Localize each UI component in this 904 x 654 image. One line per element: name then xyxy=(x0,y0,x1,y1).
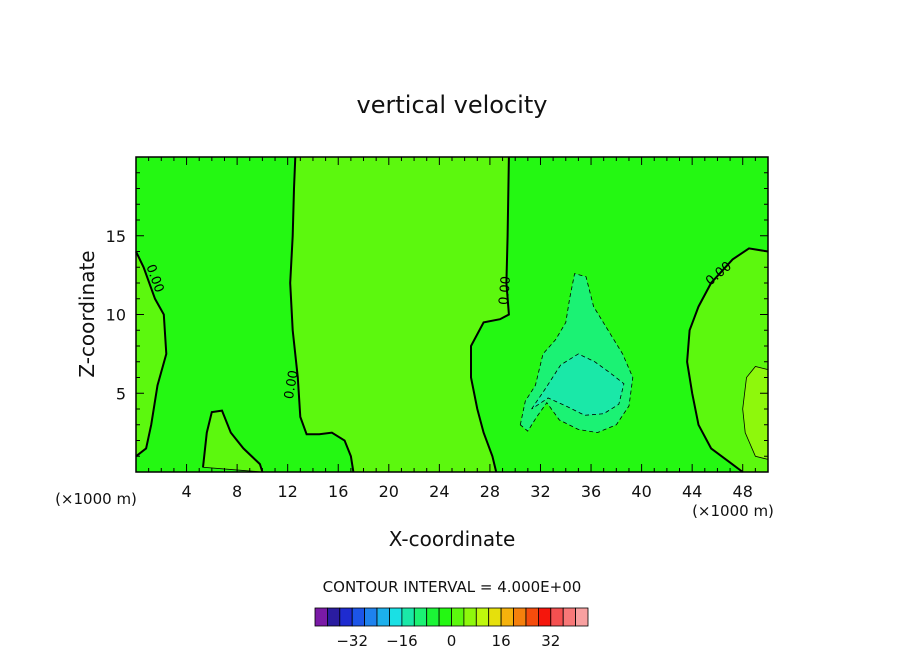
colorbar-swatch xyxy=(475,607,490,627)
y-tick-label: 10 xyxy=(106,306,126,325)
x-tick-labels: 4 8 12 16 20 24 28 32 36 40 44 48 xyxy=(181,482,752,501)
x-axis-unit-left: (×1000 m) xyxy=(55,490,137,508)
x-tick-label: 8 xyxy=(232,482,242,501)
zero-contour-line xyxy=(289,156,355,473)
y-tick-label: 15 xyxy=(106,227,126,246)
zero-contour-label: 0.00 xyxy=(497,275,514,305)
colorbar-swatch xyxy=(376,607,390,627)
x-tick-label: 40 xyxy=(631,482,651,501)
colorbar-swatch xyxy=(513,607,527,627)
colorbar-swatch xyxy=(326,607,341,627)
x-tick-label: 32 xyxy=(530,482,550,501)
colorbar-tick-label: 32 xyxy=(541,632,560,650)
colorbar-swatch xyxy=(562,607,577,627)
colorbar xyxy=(314,607,589,627)
x-tick-label: 36 xyxy=(581,482,601,501)
x-tick-label: 20 xyxy=(379,482,399,501)
x-tick-label: 28 xyxy=(480,482,500,501)
region-updraft-midleft-column xyxy=(289,156,510,473)
y-axis-label: Z-coordinate xyxy=(75,250,99,377)
colorbar-swatch xyxy=(339,607,353,627)
colorbar-swatch xyxy=(314,607,328,627)
x-tick-label: 44 xyxy=(682,482,702,501)
plot-area: 0.000.000.000.00 4 8 12 16 20 24 28 32 36 40 44 48 … xyxy=(106,156,769,501)
y-tick-label: 5 xyxy=(116,384,126,403)
colorbar-swatch xyxy=(488,607,502,627)
zero-contour-label: 0.00 xyxy=(282,369,302,400)
zero-contour-line xyxy=(470,156,510,473)
x-tick-label: 48 xyxy=(733,482,753,501)
colorbar-swatch xyxy=(389,607,403,627)
x-axis-unit-right: (×1000 m) xyxy=(692,502,774,520)
colorbar-swatch xyxy=(351,607,366,627)
zero-contour-line xyxy=(135,251,168,458)
colorbar-tick-label: 0 xyxy=(447,632,457,650)
colorbar-swatch xyxy=(438,607,452,627)
colorbar-swatch xyxy=(575,607,589,627)
chart-title: vertical velocity xyxy=(357,91,548,119)
y-tick-labels: 5 10 15 xyxy=(106,227,126,404)
colorbar-swatch xyxy=(463,607,477,627)
colorbar-tick-label: 16 xyxy=(492,632,511,650)
region-downdraft-core xyxy=(531,353,625,416)
colorbar-tick-label: −32 xyxy=(336,632,368,650)
x-tick-label: 4 xyxy=(181,482,191,501)
x-tick-label: 16 xyxy=(328,482,348,501)
x-tick-label: 24 xyxy=(429,482,449,501)
colorbar-swatch xyxy=(413,607,428,627)
colorbar-swatch xyxy=(401,607,415,627)
colorbar-swatch xyxy=(525,607,539,627)
colorbar-swatch xyxy=(451,607,465,627)
zero-contour-lines xyxy=(135,156,769,473)
colorbar-swatch xyxy=(538,607,552,627)
axis-ticks xyxy=(136,157,768,472)
region-updraft-right-inner xyxy=(742,366,769,460)
colorbar-tick-labels: −32 −16 0 16 32 xyxy=(336,632,560,650)
contour-interval-label: CONTOUR INTERVAL = 4.000E+00 xyxy=(323,578,582,596)
colorbar-swatch xyxy=(364,607,378,627)
colorbar-swatch xyxy=(550,607,564,627)
colorbar-swatch xyxy=(500,607,514,627)
colorbar-tick-label: −16 xyxy=(386,632,418,650)
zero-contour-line xyxy=(202,409,264,473)
zero-contour-line xyxy=(686,247,769,473)
x-tick-label: 12 xyxy=(278,482,298,501)
x-axis-label: X-coordinate xyxy=(389,527,516,551)
colorbar-swatch xyxy=(426,607,440,627)
